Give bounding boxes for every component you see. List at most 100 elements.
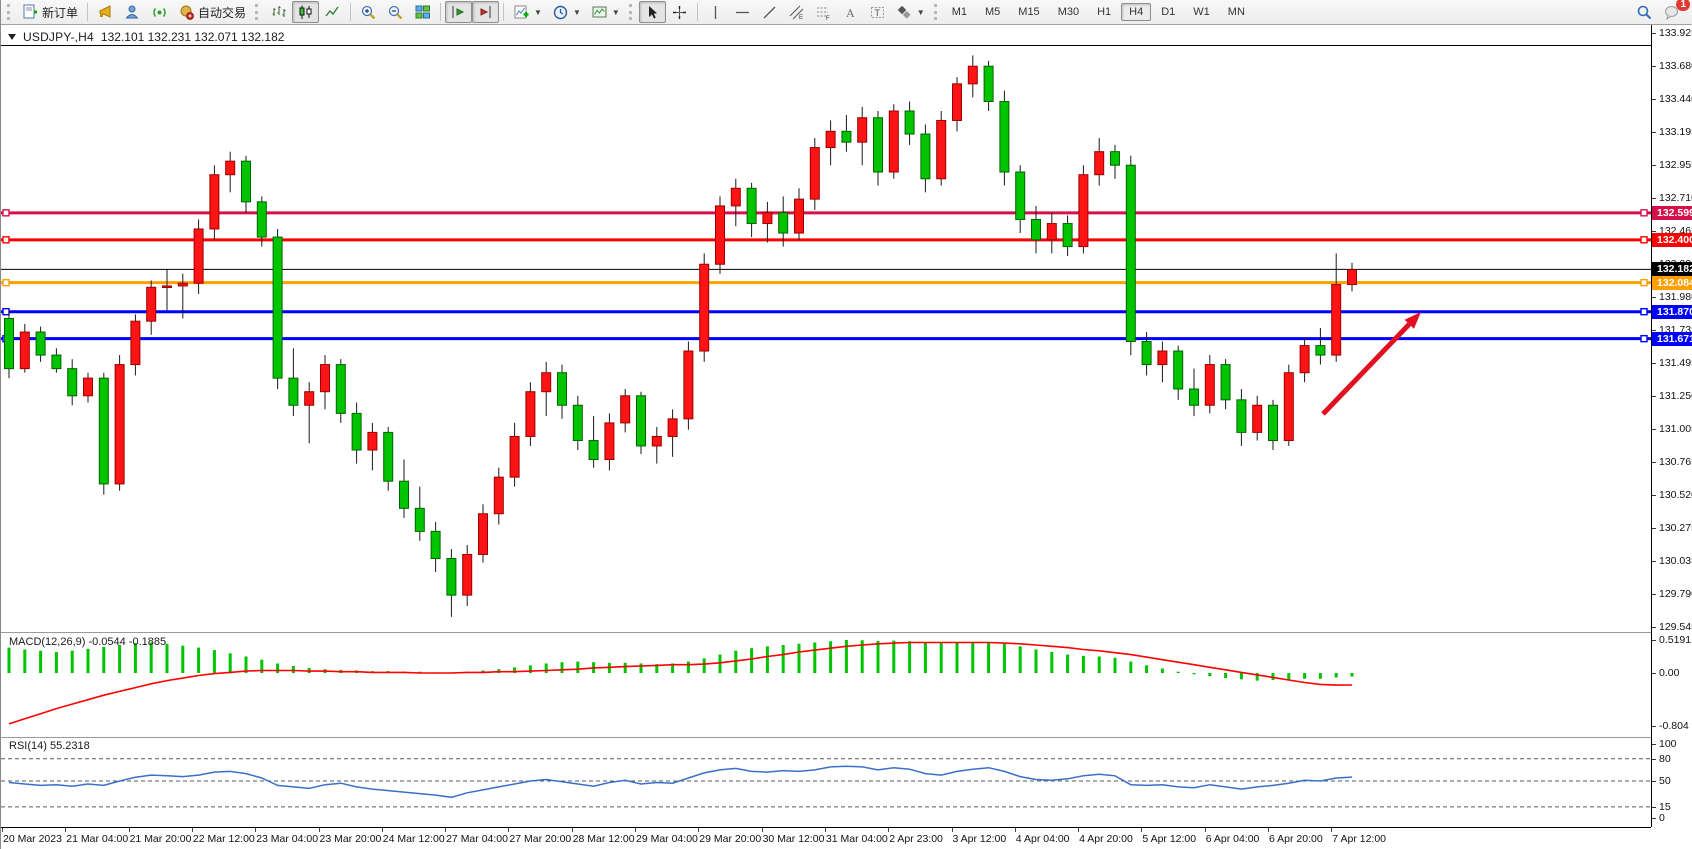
time-axis-label: 27 Mar 20:00 (509, 833, 572, 845)
time-axis[interactable]: 20 Mar 2023 21 Mar 04:00 21 Mar 20:00 22 Ma… (1, 827, 1651, 849)
candle-body (130, 320, 141, 366)
level-anchor-right[interactable] (1640, 278, 1648, 287)
candle-body (651, 435, 662, 447)
trendline-button[interactable] (756, 1, 783, 23)
timeframe-m5[interactable]: M5 (985, 6, 1001, 18)
price-axis[interactable]: 133.925 133.680 133.440 133.195 132.955 132.7… (1651, 25, 1692, 827)
chart-title[interactable]: USDJPY-,H4 132.101 132.231 132.071 132.1… (8, 30, 284, 44)
level-anchor-left[interactable] (2, 236, 10, 244)
timeframe-d1[interactable]: D1 (1161, 6, 1176, 18)
trendline-icon (763, 6, 776, 18)
candles (4, 55, 1357, 617)
level-anchor-right[interactable] (1640, 209, 1648, 217)
tile-windows-icon (415, 5, 431, 18)
level-anchor-right[interactable] (1640, 334, 1648, 343)
horizontal-line-button[interactable] (729, 1, 756, 23)
chat-button[interactable]: 1 (1658, 0, 1690, 23)
candle-body (1252, 404, 1263, 433)
candle-body (67, 368, 78, 397)
shapes-icon (897, 5, 911, 19)
candle-body (1110, 151, 1120, 166)
price-tick: 133.925 (1652, 27, 1692, 39)
text-label-icon: T (870, 6, 884, 18)
time-tick (635, 828, 636, 832)
auto-trade-button[interactable]: 自动交易 (173, 1, 251, 23)
price-tick: 130.035 (1652, 555, 1692, 567)
separator (87, 3, 89, 21)
toolbar-grip[interactable] (933, 4, 940, 20)
timeframe-mn[interactable]: MN (1227, 6, 1245, 18)
level-anchor-left[interactable] (2, 278, 10, 287)
macd-signal-line (8, 641, 1353, 725)
text-label-button[interactable]: T (864, 1, 891, 23)
timeframe-w1[interactable]: W1 (1193, 6, 1210, 18)
indicators-button[interactable]: ▼ (508, 1, 547, 23)
time-tick (445, 828, 447, 832)
candle-body (983, 65, 994, 102)
candle-body (351, 412, 362, 451)
symbol-period-label: USDJPY-,H4 (23, 30, 94, 44)
chart-shift-button[interactable] (445, 1, 473, 23)
candle-body (478, 513, 488, 555)
macd-panel[interactable] (1, 632, 1651, 737)
vertical-line-button[interactable] (702, 1, 729, 23)
timeframe-h4[interactable]: H4 (1121, 3, 1152, 21)
level-anchor-right[interactable] (1640, 236, 1648, 244)
macd-scale-zero: 0.00 (1652, 667, 1692, 679)
templates-button[interactable]: ▼ (586, 1, 625, 23)
fibonacci-button[interactable]: F (810, 1, 837, 23)
separator (696, 3, 698, 21)
candle-body (841, 130, 852, 143)
candle-body (525, 391, 536, 437)
toolbar-grip[interactable] (7, 4, 13, 20)
new-order-button[interactable]: 新订单 (17, 1, 83, 23)
dropdown-arrow: ▼ (534, 7, 542, 17)
fibonacci-icon: F (816, 7, 830, 21)
toolbar: 新订单 自动交易 (1, 0, 1692, 25)
equidistant-channel-button[interactable]: E (783, 1, 810, 23)
bar-chart-button[interactable] (265, 1, 292, 23)
market-watch-button[interactable] (119, 1, 146, 23)
zoom-out-button[interactable] (382, 1, 409, 23)
level-anchor-right[interactable] (1640, 307, 1648, 316)
macd-scale-max: 0.5191 (1652, 634, 1692, 646)
candle-body (1125, 164, 1136, 343)
crosshair-button[interactable] (666, 1, 693, 23)
cursor-icon (648, 5, 657, 18)
megaphone-button[interactable] (92, 1, 119, 23)
timeframe-m1[interactable]: M1 (951, 6, 967, 18)
level-anchor-left[interactable] (2, 307, 10, 316)
candle-body (588, 440, 599, 461)
chart-shift-icon (452, 5, 465, 18)
time-axis-label: 6 Apr 20:00 (1269, 833, 1323, 845)
line-chart-button[interactable] (319, 1, 346, 23)
price-chart-panel[interactable] (1, 25, 1651, 632)
price-badge-132.084: 132.084 (1652, 275, 1692, 290)
tile-windows-button[interactable] (409, 1, 436, 23)
rsi-panel[interactable] (1, 737, 1651, 827)
search-button[interactable] (1631, 1, 1658, 23)
toolbar-grip[interactable] (255, 4, 261, 20)
signal-button[interactable] (146, 1, 173, 23)
candle-body (193, 228, 204, 284)
price-badge-132.400: 132.400 (1652, 232, 1692, 247)
text-button[interactable]: A (837, 1, 864, 23)
timeframe-m30[interactable]: M30 (1057, 6, 1080, 18)
periods-button[interactable]: ▼ (547, 1, 586, 23)
zoom-in-button[interactable] (355, 1, 382, 23)
candle-body (414, 507, 425, 532)
trend-arrow-head[interactable] (1404, 312, 1421, 329)
candlestick-chart-button[interactable] (292, 1, 320, 23)
auto-scroll-button[interactable] (472, 1, 500, 23)
candle-body (857, 117, 868, 143)
trend-arrow-line[interactable] (1321, 322, 1412, 416)
cursor-button[interactable] (638, 1, 666, 23)
level-anchor-left[interactable] (2, 209, 10, 217)
time-tick (571, 828, 573, 832)
candle-body (383, 431, 394, 482)
shapes-button[interactable]: ▼ (891, 1, 930, 23)
timeframe-h1[interactable]: H1 (1097, 6, 1112, 18)
timeframe-m15[interactable]: M15 (1018, 6, 1040, 18)
toolbar-grip[interactable] (628, 4, 635, 20)
collapse-chart-icon[interactable] (8, 34, 16, 40)
